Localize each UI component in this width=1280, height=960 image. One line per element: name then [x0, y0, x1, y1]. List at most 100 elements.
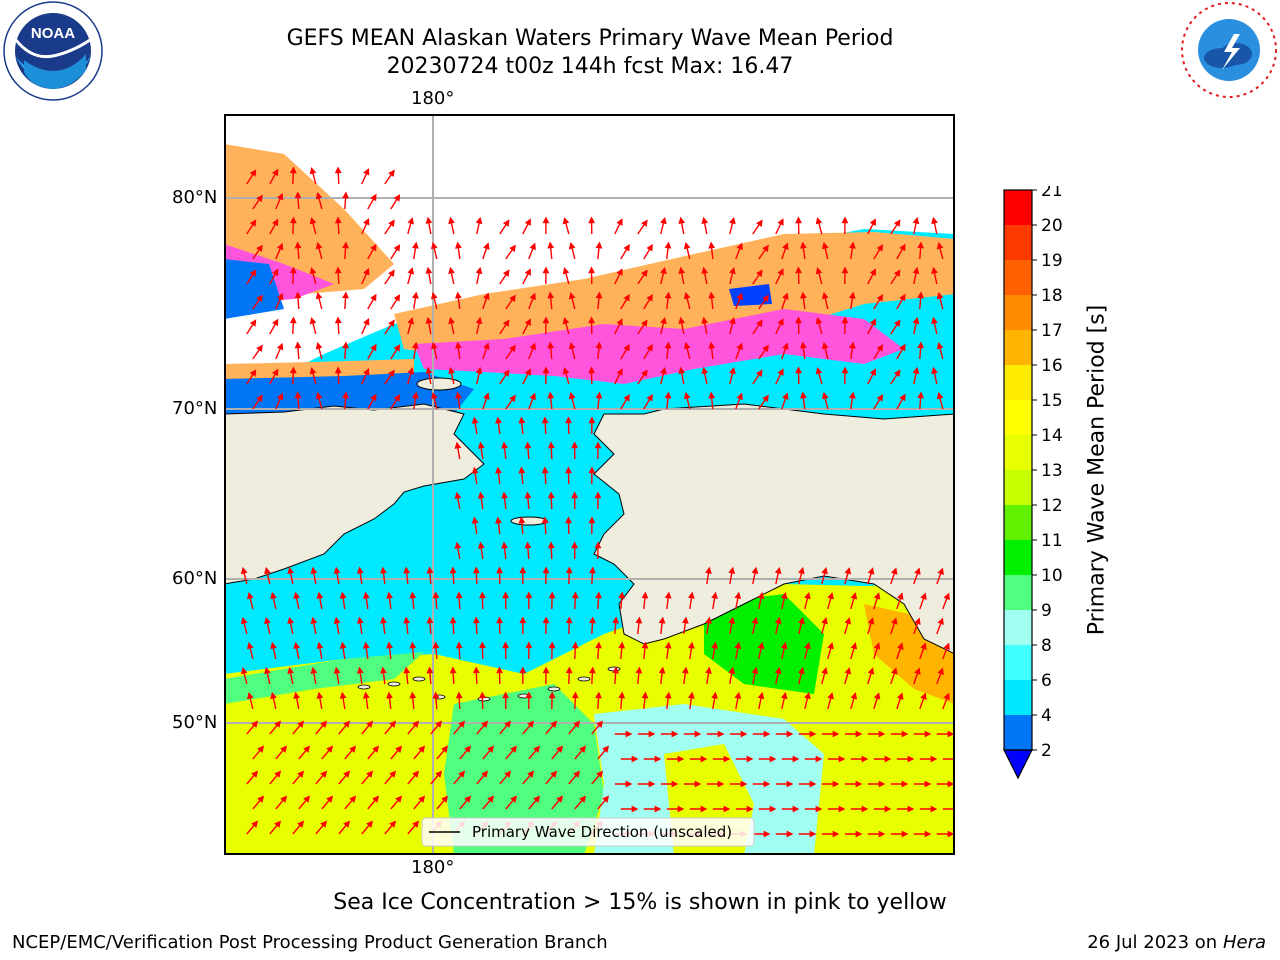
wave-arrow-head	[449, 666, 457, 674]
wave-arrow-head	[294, 341, 302, 349]
colorbar-tick-label: 4	[1041, 706, 1052, 726]
wave-arrow-head	[425, 266, 433, 274]
wave-arrow-head	[798, 666, 805, 675]
wave-arrow-head	[448, 316, 455, 325]
wave-arrow-head	[832, 830, 840, 838]
wave-arrow-head	[426, 616, 434, 624]
wave-arrow-head	[309, 167, 317, 175]
colorbar-tick-label: 8	[1041, 636, 1052, 656]
wave-arrow-head	[343, 770, 351, 778]
wave-arrow-head	[762, 394, 769, 403]
wave-arrow-head	[623, 243, 630, 252]
wave-arrow-head	[595, 591, 602, 599]
wave-arrow-head	[502, 269, 510, 277]
wave-arrow-head	[257, 745, 265, 753]
wave-arrow-head	[293, 641, 301, 650]
wave-arrow-head	[274, 820, 282, 828]
wave-arrow-head	[412, 291, 419, 299]
wave-arrow-head	[876, 344, 884, 352]
wave-arrow-head	[501, 491, 508, 499]
wave-arrow-head	[362, 641, 370, 649]
colorbar-segment	[1004, 435, 1032, 470]
wave-arrow-head	[316, 591, 324, 599]
wave-arrow-head	[571, 591, 579, 599]
wave-arrow-head	[483, 392, 490, 400]
wave-arrow-head	[393, 344, 401, 352]
wave-arrow-head	[547, 541, 555, 549]
wave-arrow-head	[757, 591, 765, 600]
wave-arrow-head	[876, 294, 884, 302]
wave-arrow-head	[746, 755, 754, 763]
wave-arrow-head	[937, 617, 944, 626]
colorbar-tick-label: 16	[1041, 356, 1063, 376]
wave-arrow-head	[930, 755, 938, 763]
wave-arrow-head	[454, 391, 462, 399]
colorbar-segment	[1004, 400, 1032, 435]
wave-arrow-head	[454, 341, 462, 349]
wave-arrow-head	[448, 366, 455, 375]
wave-arrow-head	[333, 666, 341, 674]
wave-arrow-head	[594, 541, 602, 549]
wave-arrow-head	[568, 291, 576, 300]
wave-arrow-head	[449, 566, 457, 574]
colorbar-tick-label: 11	[1041, 531, 1063, 551]
wave-arrow-head	[272, 168, 279, 177]
wave-arrow-head	[901, 730, 909, 738]
wave-arrow-head	[848, 341, 856, 349]
wave-arrow-head	[479, 591, 486, 599]
wave-arrow-head	[664, 291, 672, 299]
wave-arrow-head	[678, 216, 686, 225]
sea-ice-note: Sea Ice Concentration > 15% is shown in …	[333, 890, 947, 915]
wave-arrow-head	[588, 216, 596, 224]
wave-arrow-head	[678, 316, 686, 325]
wave-arrow-head	[363, 218, 370, 226]
wave-arrow-head	[677, 755, 685, 763]
wave-arrow-head	[542, 616, 550, 624]
wave-arrow-head	[542, 366, 550, 374]
wave-arrow-head	[454, 241, 462, 249]
land-aleutian-island	[577, 676, 591, 682]
wave-arrow-head	[931, 266, 938, 275]
wave-arrow-head	[821, 341, 829, 350]
wave-arrow-head	[734, 691, 742, 699]
wave-arrow-head	[487, 745, 495, 753]
wave-arrow-head	[407, 267, 415, 275]
wave-arrow-head	[711, 691, 718, 699]
wave-arrow-head	[370, 393, 377, 402]
wave-arrow-head	[800, 391, 807, 399]
wave-arrow-head	[496, 666, 503, 674]
wave-arrow-head	[841, 266, 849, 274]
wave-arrow-head	[654, 755, 662, 763]
wave-arrow-head	[841, 366, 849, 374]
wave-arrow-head	[780, 591, 788, 600]
wave-arrow-head	[334, 216, 342, 224]
wave-arrow-head	[524, 541, 532, 549]
wave-arrow-head	[412, 770, 420, 778]
wave-arrow-head	[821, 241, 829, 250]
wave-arrow-head	[884, 755, 892, 763]
colorbar-tick-label: 13	[1041, 461, 1063, 481]
wave-arrow-head	[510, 795, 518, 803]
wave-arrow-head	[728, 616, 736, 624]
wave-arrow-head	[315, 242, 323, 250]
wave-arrow-head	[678, 366, 686, 375]
wave-arrow-head	[395, 795, 403, 803]
map-legend: Primary Wave Direction (unscaled)	[421, 817, 755, 847]
colorbar-tick-label: 19	[1041, 251, 1063, 271]
wave-arrow-head	[782, 292, 789, 300]
wave-arrow-head	[937, 567, 944, 576]
wave-arrow-head	[502, 591, 510, 599]
wave-arrow-head	[800, 241, 807, 249]
wave-arrow-head	[472, 666, 480, 674]
wave-arrow-head	[648, 780, 656, 788]
colorbar-segment	[1004, 365, 1032, 400]
wave-arrow-head	[931, 316, 938, 325]
wave-arrow-head	[342, 191, 349, 199]
wave-arrow-head	[256, 194, 263, 203]
wave-arrow-head	[547, 441, 555, 449]
wave-arrow-head	[625, 730, 633, 738]
wave-arrow-head	[475, 366, 483, 375]
wave-arrow-head	[527, 770, 535, 778]
wave-arrow-head	[293, 691, 301, 700]
wave-arrow-head	[612, 666, 620, 674]
